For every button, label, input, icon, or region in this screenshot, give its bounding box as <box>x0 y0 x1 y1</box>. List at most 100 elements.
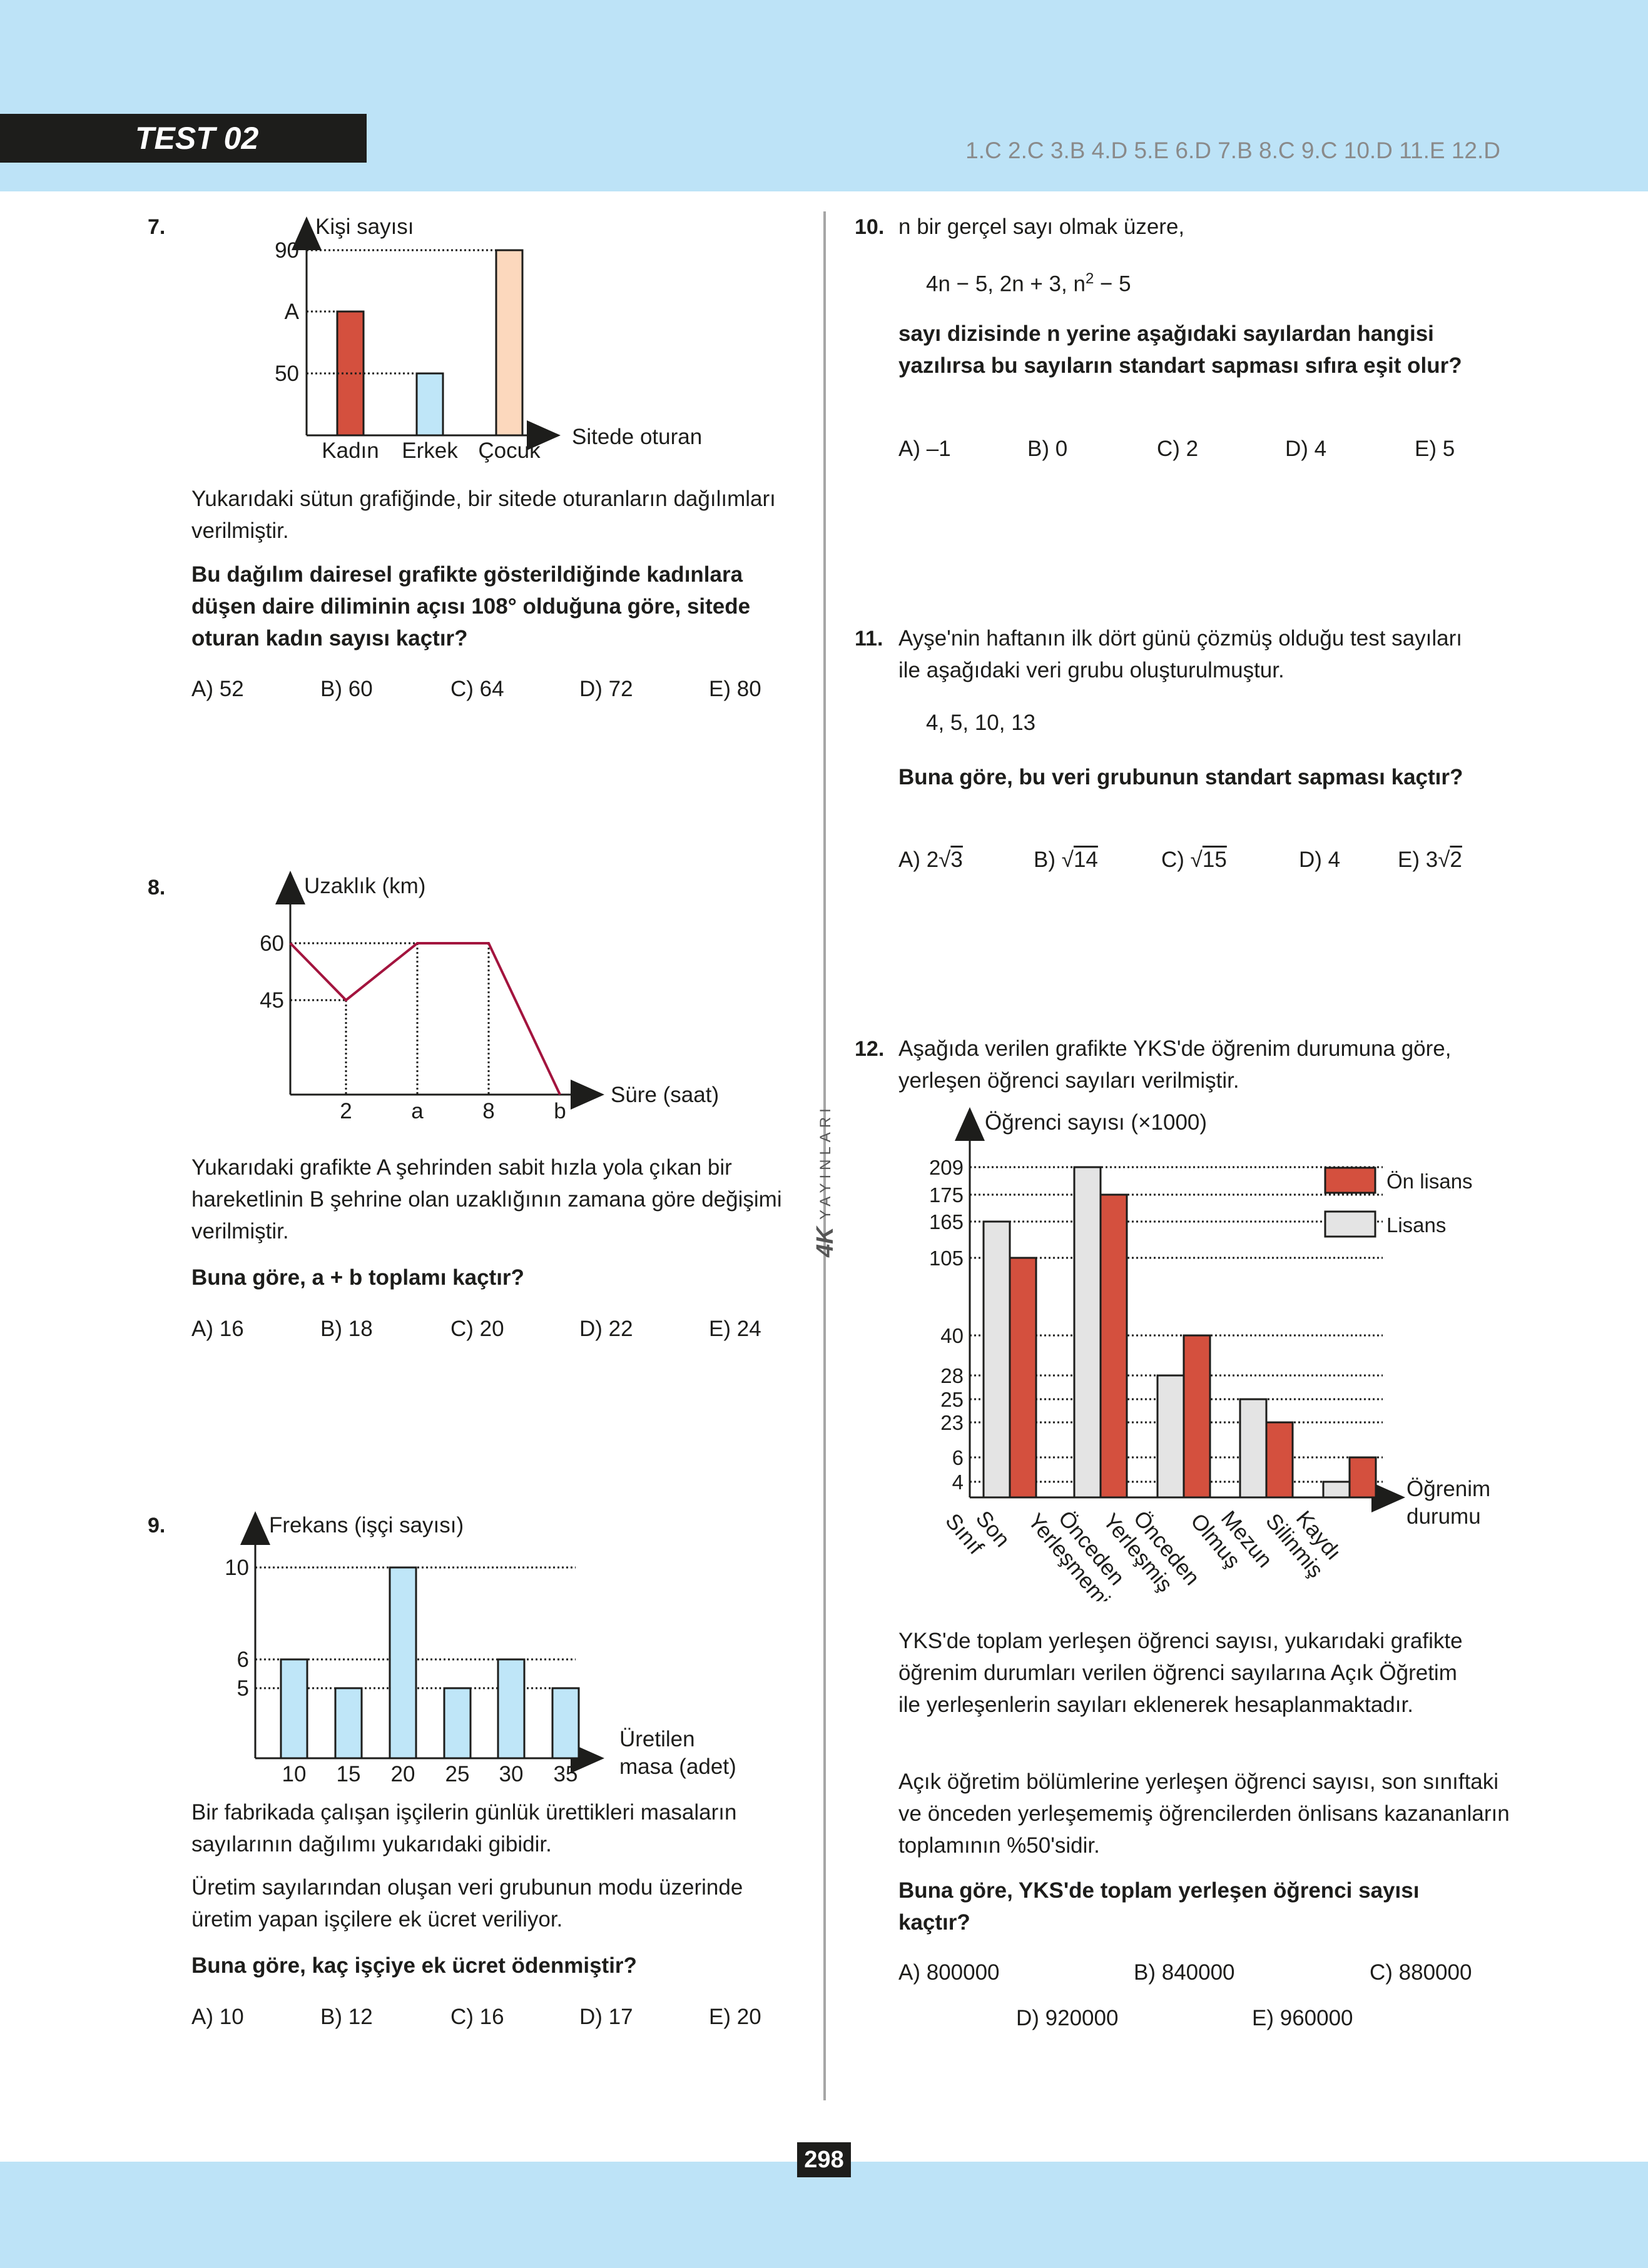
q10-option-c[interactable]: C) 2 <box>1157 437 1199 461</box>
bar-15 <box>334 1687 363 1759</box>
publisher-logo: YAYINLARI 4K <box>812 1104 838 1258</box>
y-tick-label: 23 <box>940 1411 964 1434</box>
q8-option-b[interactable]: B) 18 <box>320 1317 373 1341</box>
bar-20 <box>389 1566 417 1759</box>
q8-option-d[interactable]: D) 22 <box>579 1317 633 1341</box>
q11-option-e[interactable]: E) 3√2 <box>1398 848 1462 872</box>
x-axis-label-line2: durumu <box>1406 1504 1481 1529</box>
q10-option-b[interactable]: B) 0 <box>1027 437 1068 461</box>
q7-number: 7. <box>148 215 166 239</box>
x-axis-label-line2: masa (adet) <box>619 1754 736 1779</box>
q10-option-e[interactable]: E) 5 <box>1415 437 1455 461</box>
test-label: TEST 02 <box>0 114 367 163</box>
q12-text3: Açık öğretim bölümlerine yerleşen öğrenc… <box>898 1769 1510 1858</box>
q10-option-d[interactable]: D) 4 <box>1285 437 1327 461</box>
bar-ön-lisans <box>1348 1456 1377 1499</box>
q9-option-d[interactable]: D) 17 <box>579 2005 633 2029</box>
y-tick-label: 4 <box>952 1471 964 1494</box>
q7-option-a[interactable]: A) 52 <box>191 677 244 701</box>
q11-data: 4, 5, 10, 13 <box>926 711 1036 735</box>
legend-label: Lisans <box>1386 1213 1446 1237</box>
q12-option-d[interactable]: D) 920000 <box>1016 2006 1119 2030</box>
y-axis-label: Frekans (işçi sayısı) <box>269 1513 464 1537</box>
q10-option-a[interactable]: A) –1 <box>898 437 951 461</box>
q12-option-b[interactable]: B) 840000 <box>1134 1960 1235 1985</box>
x-tick-label: 15 <box>337 1762 361 1786</box>
bar-çocuk <box>495 249 524 437</box>
q7-option-d[interactable]: D) 72 <box>579 677 633 701</box>
q10-number: 10. <box>855 215 885 239</box>
q12-option-e[interactable]: E) 960000 <box>1252 2006 1353 2030</box>
y-tick-label: 6 <box>237 1648 249 1672</box>
x-tick-label: SonSınıf <box>940 1493 1015 1568</box>
x-tick-label: Çocuk <box>478 438 541 463</box>
q9-option-b[interactable]: B) 12 <box>320 2005 373 2029</box>
q9-option-a[interactable]: A) 10 <box>191 2005 244 2029</box>
sqrt-symbol: √ <box>1438 848 1450 872</box>
x-tick-label: 2 <box>340 1099 352 1123</box>
bar-35 <box>551 1687 580 1759</box>
q8-text1: Yukarıdaki grafikte A şehrinden sabit hı… <box>191 1155 782 1243</box>
x-axis-label: Süre (saat) <box>611 1083 719 1107</box>
y-tick-label: 60 <box>260 931 284 956</box>
q11-option-d[interactable]: D) 4 <box>1299 848 1341 872</box>
q7-text1: Yukarıdaki sütun grafiğinde, bir sitede … <box>191 487 776 543</box>
q9-option-e[interactable]: E) 20 <box>709 2005 761 2029</box>
y-tick-label: A <box>285 300 300 324</box>
y-tick-label: 175 <box>929 1183 964 1207</box>
x-tick-label: Erkek <box>402 438 458 463</box>
y-tick-label: 50 <box>275 362 299 386</box>
x-tick-label: 8 <box>482 1099 494 1123</box>
x-tick-label: Kadın <box>322 438 379 463</box>
q12-option-c[interactable]: C) 880000 <box>1370 1960 1472 1985</box>
q12-text2: YKS'de toplam yerleşen öğrenci sayısı, y… <box>898 1629 1463 1717</box>
page-number: 298 <box>797 2142 851 2177</box>
y-axis-label: Kişi sayısı <box>315 215 414 239</box>
x-axis-label-line1: Öğrenim <box>1406 1477 1490 1501</box>
q9-option-c[interactable]: C) 16 <box>450 2005 504 2029</box>
x-tick-label: 10 <box>282 1762 307 1786</box>
bar-ön-lisans <box>1183 1334 1211 1499</box>
brand-logo: 4K <box>812 1225 838 1258</box>
q12-option-a[interactable]: A) 800000 <box>898 1960 1000 1985</box>
q11-number: 11. <box>855 627 883 651</box>
sqrt-symbol: √ <box>1061 848 1074 872</box>
x-axis-label: Sitede oturan <box>572 425 702 449</box>
bar-lisans <box>1239 1398 1268 1499</box>
distance-line <box>289 942 561 1095</box>
q11-text1: Ayşe'nin haftanın ilk dört günü çözmüş o… <box>898 626 1462 682</box>
q8-option-c[interactable]: C) 20 <box>450 1317 504 1341</box>
q11-option-c[interactable]: C) √15 <box>1161 848 1227 872</box>
q7-option-e[interactable]: E) 80 <box>709 677 761 701</box>
x-tick-label: KaydıSilinmiş <box>1261 1493 1347 1582</box>
y-tick-label: 5 <box>237 1676 249 1701</box>
q12-number: 12. <box>855 1037 885 1061</box>
q11-option-b[interactable]: B) √14 <box>1034 848 1098 872</box>
x-tick-label: 20 <box>391 1762 415 1786</box>
y-tick-label: 90 <box>275 238 299 263</box>
q7-option-b[interactable]: B) 60 <box>320 677 373 701</box>
x-tick-label: a <box>411 1099 424 1123</box>
bar-ön-lisans <box>1009 1257 1037 1499</box>
q10-question: sayı dizisinde n yerine aşağıdaki sayıla… <box>898 321 1462 378</box>
q7-option-c[interactable]: C) 64 <box>450 677 504 701</box>
bar-lisans <box>1156 1374 1185 1499</box>
y-tick-label: 28 <box>940 1364 964 1387</box>
x-axis-label-line1: Üretilen <box>619 1727 695 1751</box>
q8-option-a[interactable]: A) 16 <box>191 1317 244 1341</box>
answer-key: 1.C 2.C 3.B 4.D 5.E 6.D 7.B 8.C 9.C 10.D… <box>965 138 1500 163</box>
q9-chart: Frekans (işçi sayısı) Üretilen masa (adet)… <box>225 1511 736 1786</box>
q9-number: 9. <box>148 1514 166 1537</box>
q8-chart: Uzaklık (km) Süre (saat) 60 45 2 a 8 b <box>260 871 719 1123</box>
q11-option-a[interactable]: A) 2√3 <box>898 848 963 872</box>
q12-chart: Öğrenci sayısı (×1000)Öğrenimdurumu46232… <box>929 1107 1490 1601</box>
q8-option-e[interactable]: E) 24 <box>709 1317 761 1341</box>
bar-lisans <box>1322 1481 1351 1499</box>
y-tick-label: 45 <box>260 988 284 1013</box>
legend-label: Ön lisans <box>1386 1170 1473 1193</box>
y-axis-label: Uzaklık (km) <box>304 874 425 898</box>
bottom-band <box>0 2162 1648 2268</box>
y-tick-label: 6 <box>952 1446 964 1469</box>
q7-question: Bu dağılım dairesel grafikte gösterildiğ… <box>191 562 751 651</box>
x-tick-label: 25 <box>445 1762 470 1786</box>
